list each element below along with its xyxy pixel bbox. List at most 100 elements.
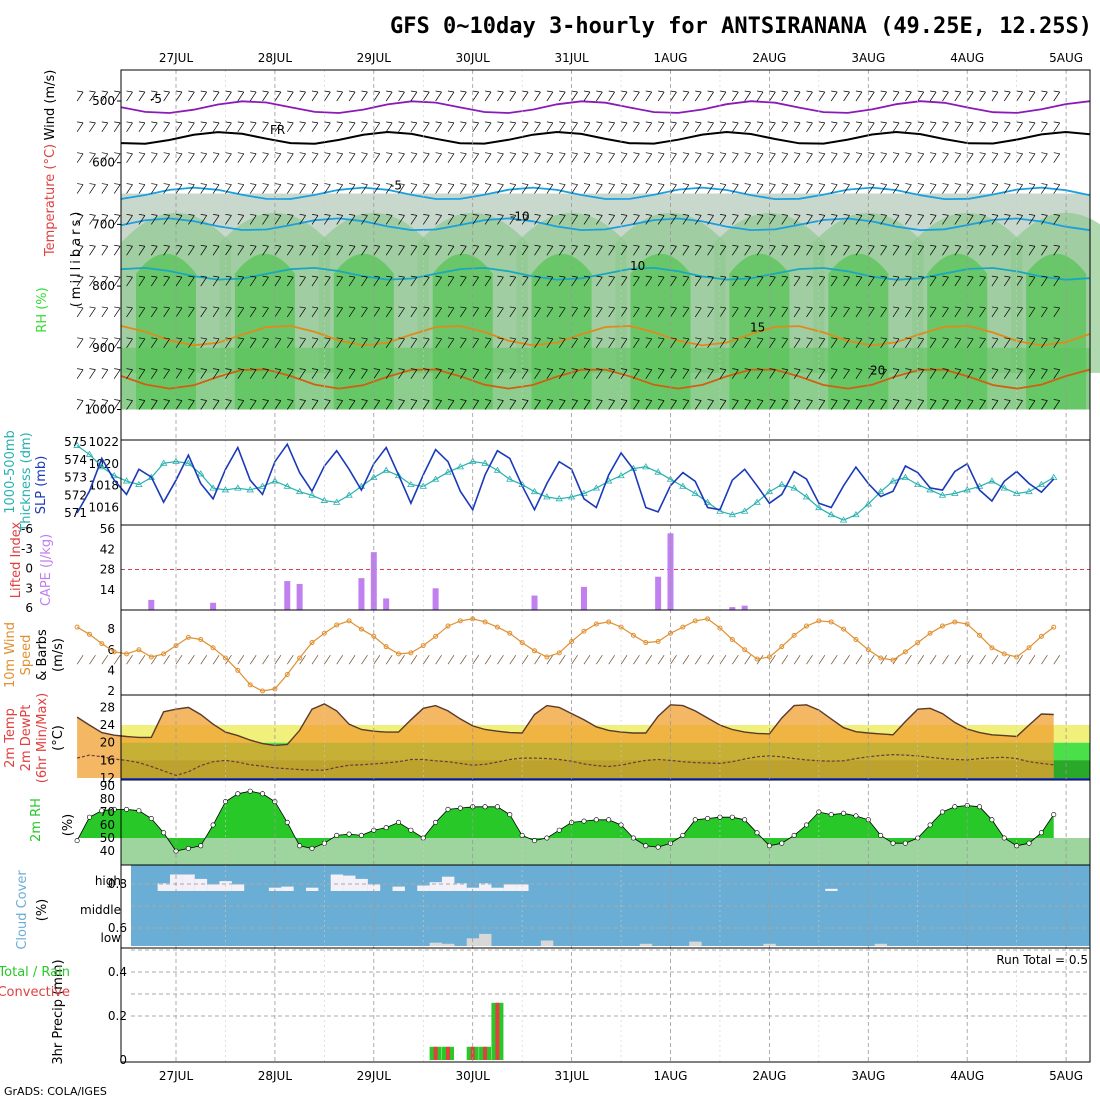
wind-speed-point xyxy=(185,634,191,640)
rh2m-point xyxy=(556,827,562,833)
wind-barb xyxy=(781,337,789,348)
cape-bar xyxy=(210,602,217,610)
wind-barb xyxy=(769,214,776,225)
wind-barb xyxy=(348,121,356,133)
wind-barb xyxy=(657,368,665,379)
surface-wind-barb xyxy=(175,655,183,665)
wind-barb xyxy=(497,214,504,225)
wind-barb xyxy=(410,90,418,102)
rh2m-point xyxy=(779,840,785,846)
wind-barb xyxy=(113,337,121,348)
wind-barb xyxy=(1016,152,1023,163)
rh2m-point xyxy=(383,825,389,831)
wind-barb xyxy=(460,275,467,287)
thickness-point xyxy=(666,475,675,482)
wind-speed-point xyxy=(124,651,130,657)
rh2m-point xyxy=(705,815,711,821)
temp-line xyxy=(76,703,1054,747)
wind-barb xyxy=(596,399,603,410)
date-label-bottom: 2AUG xyxy=(752,1069,786,1083)
wind-barb xyxy=(509,368,517,379)
wind-barb xyxy=(954,90,962,102)
wind-barb xyxy=(571,306,578,318)
wind-barb xyxy=(509,337,517,348)
wind-barb xyxy=(620,244,628,256)
wind-barb xyxy=(793,368,801,379)
wind-barb xyxy=(583,399,591,410)
wind-barb xyxy=(756,90,764,102)
wind-barb xyxy=(398,306,405,318)
wind-barb xyxy=(694,121,702,133)
wind-barb xyxy=(571,399,578,410)
wind-barb xyxy=(781,399,789,410)
wind-barb xyxy=(274,121,282,133)
panel-frame xyxy=(120,947,1091,1063)
upper-axis-label: RH (%) xyxy=(35,287,50,332)
surface-wind-barb xyxy=(200,655,208,665)
wind-barb xyxy=(682,214,690,225)
rh2m-tick: 70 xyxy=(100,805,115,819)
wind-barb xyxy=(744,368,751,379)
wind-barb xyxy=(472,183,479,194)
high-cloud-bar xyxy=(491,887,504,891)
wind-barb xyxy=(1053,337,1061,348)
cloud-level-tick: middle xyxy=(80,903,121,917)
wind-barb xyxy=(769,306,776,318)
thickness-point xyxy=(951,489,959,496)
wind-barb xyxy=(694,152,702,163)
wind-barb xyxy=(249,90,257,102)
wind-barb xyxy=(966,337,974,348)
wind-barb xyxy=(892,214,900,225)
high-cloud-bar xyxy=(825,888,838,891)
wind-barb xyxy=(447,90,455,102)
wind-tick: 4 xyxy=(107,663,115,677)
wind-barb xyxy=(1053,90,1061,102)
wind-barb xyxy=(694,214,702,225)
wind-barb xyxy=(707,214,714,225)
wind-barb xyxy=(497,368,504,379)
thickness-point xyxy=(444,468,452,475)
wind-barb xyxy=(657,152,665,163)
wind-barb xyxy=(509,121,517,133)
surface-wind-barb xyxy=(212,655,220,665)
surface-wind-barb xyxy=(732,655,739,665)
wind-barb xyxy=(447,275,455,287)
surface-wind-barb xyxy=(373,655,381,665)
low-cloud-bar xyxy=(874,943,888,946)
wind-barb xyxy=(608,368,615,379)
low-cloud-bar xyxy=(441,943,455,946)
wind-barb xyxy=(670,183,677,194)
wind-barb xyxy=(806,214,813,225)
wind-barb xyxy=(262,214,269,225)
high-cloud-bar xyxy=(367,884,381,891)
rh2m-point xyxy=(185,845,191,851)
thickness-point xyxy=(382,466,390,473)
low-cloud-bar xyxy=(763,943,776,946)
wind-barb xyxy=(558,152,566,163)
wind-barb xyxy=(200,399,208,410)
rh2m-point xyxy=(902,840,908,846)
thickness-tick: 575 xyxy=(64,435,87,449)
wind-barb xyxy=(472,368,479,379)
wind-barb xyxy=(769,121,776,133)
thickness-point xyxy=(197,470,205,477)
surface-wind-barb xyxy=(89,655,96,665)
wind-barb xyxy=(855,121,863,133)
temp-tick: 16 xyxy=(100,753,115,767)
wind-barb xyxy=(324,337,331,348)
wind-barb xyxy=(311,152,319,163)
wind-barb xyxy=(670,337,677,348)
wind-barb xyxy=(744,152,751,163)
wind-barb xyxy=(793,306,801,318)
isotherm-label: FR xyxy=(270,123,285,137)
wind-barb xyxy=(534,121,541,133)
wind-speed-point xyxy=(1001,651,1007,657)
wind-barb xyxy=(361,90,368,102)
surface-wind-barb xyxy=(744,655,751,665)
thickness-point xyxy=(85,450,94,457)
isotherm-label: -10 xyxy=(510,209,530,223)
wind-barb xyxy=(534,183,541,194)
thickness-point xyxy=(431,475,440,482)
wind-barb xyxy=(472,399,479,410)
wind-barb xyxy=(1041,337,1048,348)
